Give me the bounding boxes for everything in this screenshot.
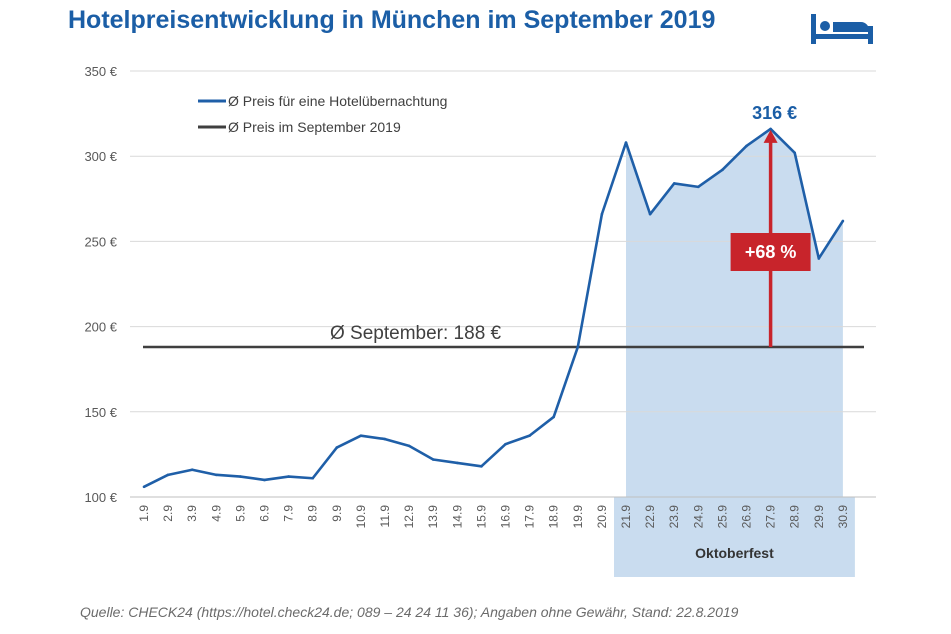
data-point [745, 144, 748, 148]
data-point [528, 434, 531, 437]
data-point [624, 141, 628, 144]
x-tick-label: 13.9 [426, 505, 440, 529]
data-point [383, 437, 387, 441]
chart: 100 € 150 € 200 € 250 € 300 € 350 € 1.9 2.9 3.9 4… [84, 64, 876, 577]
x-tick-label: 6.9 [258, 505, 272, 522]
y-tick-label: 150 € [84, 405, 117, 420]
x-tick-label: 20.9 [595, 505, 609, 529]
peak-value-label: 316 € [752, 103, 797, 123]
data-point [504, 442, 507, 446]
x-tick-label: 22.9 [643, 505, 657, 529]
x-tick-label: 5.9 [233, 505, 247, 522]
x-tick-label: 26.9 [740, 505, 754, 529]
x-tick-label: 16.9 [499, 505, 513, 529]
data-point [769, 127, 772, 131]
data-point [552, 415, 555, 419]
data-point [166, 473, 170, 477]
legend-label-average: Ø Preis im September 2019 [228, 119, 401, 135]
data-point [215, 473, 218, 477]
data-point [576, 345, 580, 349]
x-tick-label: 11.9 [378, 505, 392, 528]
x-tick-label: 25.9 [715, 505, 729, 529]
data-point [697, 185, 700, 189]
x-tick-label: 8.9 [306, 505, 320, 522]
increase-arrow-head [763, 129, 778, 143]
data-point [817, 257, 821, 260]
x-tick-label: 27.9 [764, 505, 778, 529]
page-title: Hotelpreisentwicklung in München im Sept… [68, 6, 716, 34]
data-point [190, 468, 194, 472]
x-tick-label: 4.9 [209, 505, 223, 522]
x-tick-label: 18.9 [547, 505, 561, 529]
x-tick-label: 19.9 [571, 505, 585, 529]
x-tick-label: 24.9 [691, 505, 705, 529]
x-tick-label: 17.9 [523, 505, 537, 529]
data-point [431, 458, 435, 461]
x-tick-label: 21.9 [619, 505, 633, 529]
data-point [311, 476, 315, 480]
data-point [841, 219, 845, 223]
x-tick-label: 29.9 [812, 505, 826, 529]
data-point [407, 444, 411, 448]
x-tick-label: 3.9 [185, 505, 199, 522]
data-point [287, 475, 290, 478]
x-tick-label: 2.9 [161, 505, 175, 522]
data-point [648, 212, 652, 216]
data-point [335, 446, 339, 449]
y-tick-label: 350 € [84, 64, 117, 79]
x-tick-label: 10.9 [354, 505, 368, 529]
data-point [239, 475, 242, 478]
oktoberfest-shaded-area [626, 128, 843, 497]
data-point [142, 485, 146, 489]
x-tick-label: 12.9 [402, 505, 416, 529]
legend-label-price: Ø Preis für eine Hotelübernachtung [228, 93, 447, 109]
data-point [263, 478, 266, 482]
x-tick-label: 14.9 [450, 505, 464, 529]
y-tick-label: 300 € [84, 149, 117, 164]
data-point [359, 434, 363, 437]
x-tick-label: 15.9 [474, 505, 488, 529]
price-series-line [143, 127, 844, 488]
data-point [793, 151, 796, 155]
x-tick-label: 9.9 [330, 505, 344, 522]
oktoberfest-label: Oktoberfest [695, 545, 774, 561]
y-tick-label: 100 € [84, 490, 117, 505]
oktoberfest-label-band [614, 497, 855, 577]
increase-badge [730, 233, 811, 271]
data-point [480, 465, 483, 468]
data-point [721, 168, 724, 172]
x-tick-label: 28.9 [788, 505, 802, 529]
x-tick-label: 30.9 [836, 505, 850, 529]
data-point [456, 461, 459, 465]
x-tick-label: 23.9 [667, 505, 681, 529]
data-point [600, 212, 604, 216]
y-tick-label: 200 € [84, 320, 117, 335]
x-tick-label: 7.9 [282, 505, 296, 522]
average-label: Ø September: 188 € [330, 323, 502, 344]
bed-icon [811, 14, 873, 44]
increase-badge-label: +68 % [745, 242, 797, 262]
data-point [672, 182, 676, 185]
x-tick-label: 1.9 [137, 505, 151, 522]
source-note: Quelle: CHECK24 (https://hotel.check24.d… [80, 604, 739, 620]
y-tick-label: 250 € [84, 234, 117, 249]
